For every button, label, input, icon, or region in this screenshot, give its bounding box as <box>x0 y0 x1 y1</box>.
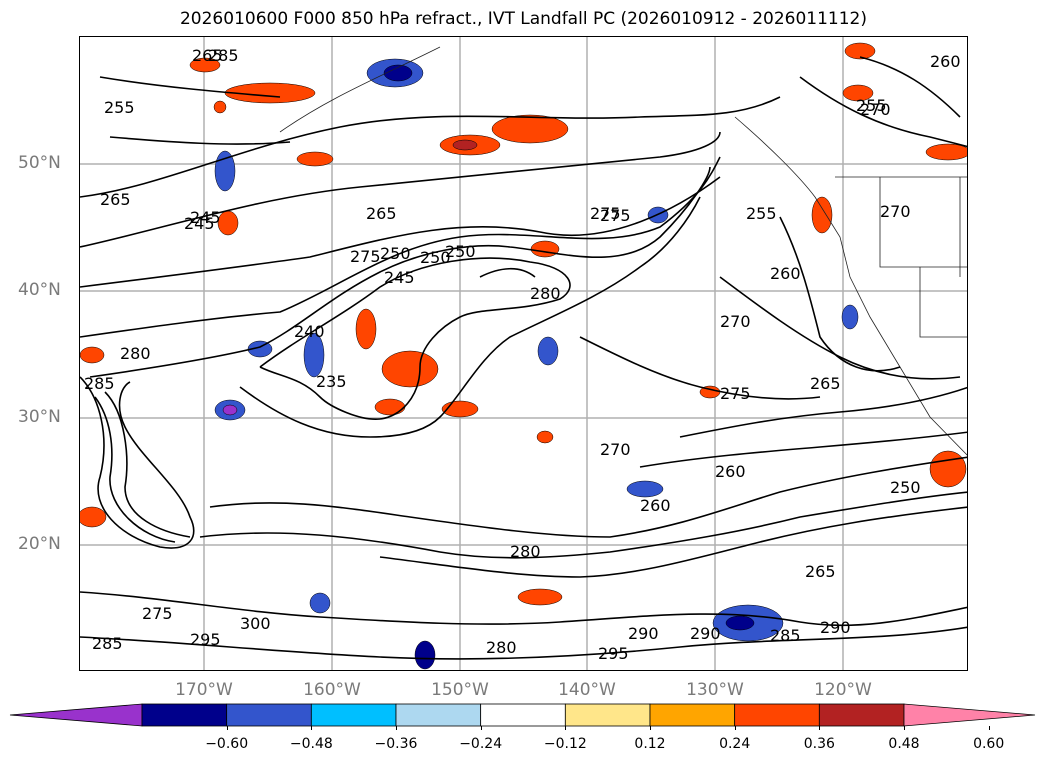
lon-label-150w: 150°W <box>431 680 489 700</box>
colorbar-tick-mark <box>396 726 397 730</box>
contour-label: 260 <box>715 462 746 481</box>
colorbar-segment <box>480 703 566 727</box>
colorbar-segment <box>226 703 312 727</box>
contour-label: 295 <box>190 630 221 649</box>
contour-label: 285 <box>92 634 123 653</box>
colorbar-tick-label: 0.48 <box>888 736 920 752</box>
colorbar-segment <box>310 703 397 727</box>
colorbar-tick-label: −0.36 <box>374 736 418 752</box>
colorbar-tick-label: −0.12 <box>543 736 587 752</box>
contour-label: 260 <box>930 52 961 71</box>
coastline <box>279 46 967 456</box>
colorbar-tick-mark <box>904 726 905 730</box>
lat-label-40n: 40°N <box>18 280 61 300</box>
colorbar-tick-mark <box>988 726 990 730</box>
colorbar-segment <box>818 703 905 727</box>
colorbar-segment <box>649 703 736 727</box>
contour-label: 265 <box>366 204 397 223</box>
contour-label: 290 <box>820 618 851 637</box>
map-canvas: 265 285 255 260 265 270 275 245 250 245 … <box>80 37 967 670</box>
contour-label: 255 <box>856 96 887 115</box>
contour-label: 235 <box>316 372 347 391</box>
contour-label: 270 <box>600 440 631 459</box>
contour-label: 280 <box>120 344 151 363</box>
contour-label: 295 <box>598 644 629 663</box>
map-panel: 265 285 255 260 265 270 275 245 250 245 … <box>79 36 968 671</box>
contour-label: 250 <box>445 242 476 261</box>
colorbar-tick-mark <box>819 726 821 730</box>
contour-label: 265 <box>100 190 131 209</box>
contour-label: 245 <box>184 214 215 233</box>
colorbar-tick-mark <box>565 726 567 730</box>
colorbar-tick-mark <box>480 726 482 730</box>
contour-label: 250 <box>890 478 921 497</box>
colorbar-tick-label: −0.24 <box>459 736 503 752</box>
colorbar-tick-mark <box>734 726 736 730</box>
contour-label: 285 <box>208 46 239 65</box>
colorbar-tick-mark <box>226 726 228 730</box>
lon-label-170w: 170°W <box>175 680 233 700</box>
contour-label: 260 <box>770 264 801 283</box>
contour-label: 245 <box>190 208 221 227</box>
colorbar-extend-high <box>903 703 1036 727</box>
contour-label: 285 <box>770 626 801 645</box>
contour-label: 265 <box>805 562 836 581</box>
lon-label-160w: 160°W <box>303 680 361 700</box>
colorbar-tick-label: 0.60 <box>973 736 1005 752</box>
contour-label: 240 <box>294 322 325 341</box>
contour-label: 265 <box>810 374 841 393</box>
colorbar-extend-low <box>9 703 143 727</box>
contour-label: 280 <box>530 284 561 303</box>
contour-label: 270 <box>880 202 911 221</box>
contour-label: 260 <box>640 496 671 515</box>
contour-label: 275 <box>720 384 751 403</box>
contour-label-group: 265 285 255 260 265 270 275 245 250 245 … <box>84 46 961 663</box>
colorbar <box>9 703 1036 727</box>
contour-label: 275 <box>142 604 173 623</box>
colorbar-tick-label: 0.24 <box>719 736 751 752</box>
contour-label: 280 <box>486 638 517 657</box>
colorbar-segment <box>564 703 651 727</box>
lon-label-120w: 120°W <box>814 680 872 700</box>
contour-label: 300 <box>240 614 271 633</box>
contour-label: 265 <box>192 46 223 65</box>
contour-label: 270 <box>720 312 751 331</box>
colorbar-segment <box>141 703 228 727</box>
contour-label: 280 <box>510 542 541 561</box>
shaded-field <box>80 42 967 670</box>
colorbar-segment <box>395 703 482 727</box>
colorbar-tick-label: −0.48 <box>289 736 333 752</box>
contour-label: 255 <box>104 98 135 117</box>
colorbar-tick-mark <box>311 726 313 730</box>
lat-label-20n: 20°N <box>18 534 61 554</box>
contour-label: 290 <box>690 624 721 643</box>
contour-label: 245 <box>384 268 415 287</box>
contour-label: 250 <box>380 244 411 263</box>
contour-label: 255 <box>746 204 777 223</box>
colorbar-tick-label: −0.60 <box>205 736 249 752</box>
contour-label: 290 <box>628 624 659 643</box>
colorbar-tick-label: 0.36 <box>803 736 835 752</box>
map-title: 2026010600 F000 850 hPa refract., IVT La… <box>179 9 867 29</box>
colorbar-segment <box>734 703 820 727</box>
lat-label-30n: 30°N <box>18 407 61 427</box>
colorbar-tick-mark <box>650 726 651 730</box>
contour-label: 275 <box>590 204 621 223</box>
lat-label-50n: 50°N <box>18 153 61 173</box>
contour-label: 250 <box>420 248 451 267</box>
contour-label: 270 <box>860 100 891 119</box>
contour-label: 285 <box>84 374 115 393</box>
contour-lines <box>80 56 967 660</box>
contour-label: 275 <box>350 247 381 266</box>
colorbar-tick-label: 0.12 <box>634 736 666 752</box>
lon-label-130w: 130°W <box>686 680 744 700</box>
lon-label-140w: 140°W <box>558 680 616 700</box>
contour-label: 275 <box>600 206 631 225</box>
